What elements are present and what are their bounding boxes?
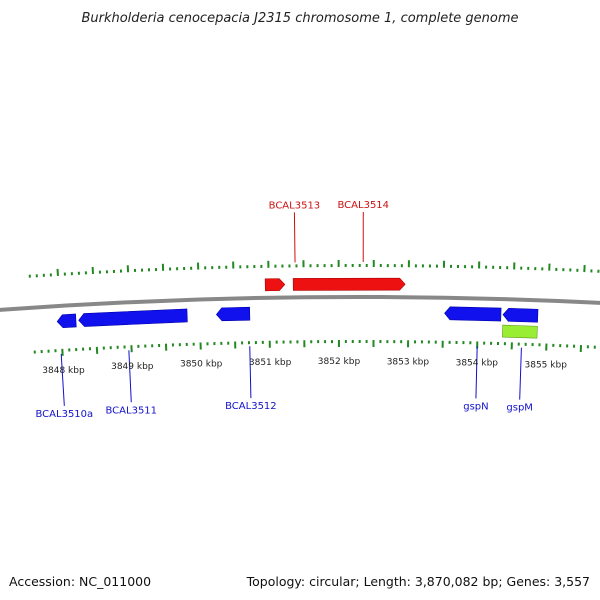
upper-tick-ring — [28, 260, 600, 278]
callout-line — [128, 350, 132, 403]
callout-line — [293, 212, 296, 263]
lower-tick-ring — [33, 339, 596, 356]
scale-label: 3851 kbp — [249, 358, 292, 368]
reverse-gene-arrow — [502, 307, 539, 323]
callout-lines — [60, 211, 522, 406]
scale-label: 3852 kbp — [318, 357, 361, 367]
topology-summary: Topology: circular; Length: 3,870,082 bp… — [246, 574, 590, 589]
scale-label: 3850 kbp — [180, 359, 223, 369]
forward-gene-arrow — [292, 277, 406, 291]
gene-label-reverse: gspN — [463, 401, 488, 412]
gene-label-reverse: gspM — [506, 403, 533, 414]
reverse-gene-arrow — [78, 308, 188, 327]
scale-labels: 3848 kbp 3849 kbp 3850 kbp 3851 kbp 3852 kbp… — [42, 357, 567, 376]
forward-gene-arrow — [264, 278, 286, 292]
scale-label: 3848 kbp — [42, 366, 85, 376]
reverse-gene-arrow — [215, 306, 251, 322]
gene-label-reverse: BCAL3512 — [225, 401, 277, 412]
gene-labels: BCAL3513 BCAL3514 BCAL3510a BCAL3511 BCAL351… — [36, 200, 533, 420]
scale-label: 3849 kbp — [111, 362, 154, 372]
callout-line — [519, 347, 522, 400]
gene-label-reverse: BCAL3510a — [36, 409, 94, 420]
gene-label-forward: BCAL3513 — [269, 200, 321, 211]
scale-label: 3855 kbp — [525, 361, 568, 371]
scale-label: 3853 kbp — [387, 357, 430, 367]
accession-text: Accession: NC_011000 — [9, 574, 152, 589]
reverse-gene-arrow — [444, 306, 502, 322]
chromosome-backbone — [0, 295, 600, 312]
rna-track — [502, 324, 538, 339]
callout-line — [475, 346, 478, 399]
callout-line — [249, 346, 252, 399]
reverse-gene-arrow — [56, 313, 77, 329]
scale-label: 3854 kbp — [456, 358, 499, 368]
map-title: Burkholderia cenocepacia J2315 chromosom… — [81, 11, 519, 26]
rna-feature-block — [502, 324, 538, 339]
reverse-strand-track — [56, 306, 539, 329]
forward-strand-track — [264, 277, 406, 292]
callout-line — [60, 353, 65, 406]
gene-label-forward: BCAL3514 — [338, 200, 390, 211]
gene-label-reverse: BCAL3511 — [106, 405, 158, 416]
